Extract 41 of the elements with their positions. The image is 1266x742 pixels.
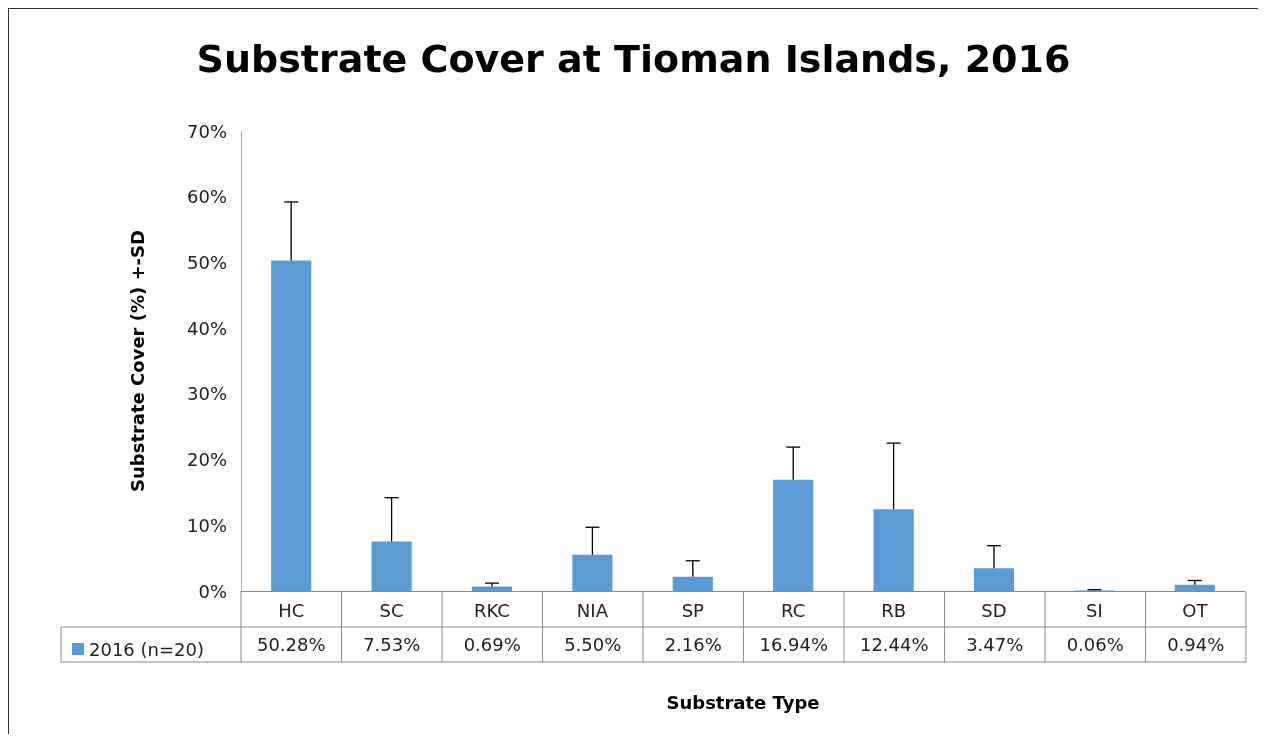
data-label: 0.69% xyxy=(463,634,521,655)
y-tick-label: 0% xyxy=(198,580,227,602)
x-axis-title: Substrate Type xyxy=(666,691,820,713)
x-tick-label: OT xyxy=(1182,599,1209,621)
bar xyxy=(672,576,713,591)
chart-title: Substrate Cover at Tioman Islands, 2016 xyxy=(196,37,1071,81)
data-label: 5.50% xyxy=(564,634,622,655)
bar xyxy=(773,479,814,591)
data-label: 3.47% xyxy=(966,634,1024,655)
x-tick-label: HC xyxy=(278,599,305,621)
data-label: 0.06% xyxy=(1066,634,1124,655)
x-tick-label: RKC xyxy=(474,599,510,621)
x-tick-label: RC xyxy=(781,599,806,621)
y-tick-label: 40% xyxy=(186,317,227,339)
x-tick-label: SP xyxy=(681,599,705,621)
y-tick-label: 50% xyxy=(186,251,227,273)
x-tick-label: SC xyxy=(379,599,404,621)
y-tick-label: 70% xyxy=(186,120,227,142)
bar xyxy=(873,509,914,591)
y-tick-label: 60% xyxy=(186,186,227,208)
y-tick-label: 10% xyxy=(186,514,227,536)
bar xyxy=(371,541,412,591)
bar xyxy=(471,586,513,591)
data-label: 16.94% xyxy=(759,634,829,655)
legend-label: 2016 (n=20) xyxy=(89,638,204,660)
data-label: 12.44% xyxy=(859,634,929,655)
data-label: 50.28% xyxy=(256,634,326,655)
x-tick-label: RB xyxy=(881,599,907,621)
y-axis-title: Substrate Cover (%) +-SD xyxy=(126,230,148,492)
bar xyxy=(1174,584,1215,591)
y-tick-label: 30% xyxy=(186,383,227,405)
data-label: 0.94% xyxy=(1167,634,1225,655)
bar xyxy=(271,260,312,591)
bar xyxy=(572,554,613,591)
data-label: 7.53% xyxy=(363,634,421,655)
x-tick-label: SD xyxy=(981,599,1007,621)
x-tick-label: NIA xyxy=(576,599,609,621)
bar xyxy=(973,568,1015,591)
y-tick-label: 20% xyxy=(186,449,227,471)
data-label: 2.16% xyxy=(664,634,722,655)
x-tick-label: SI xyxy=(1086,599,1103,621)
